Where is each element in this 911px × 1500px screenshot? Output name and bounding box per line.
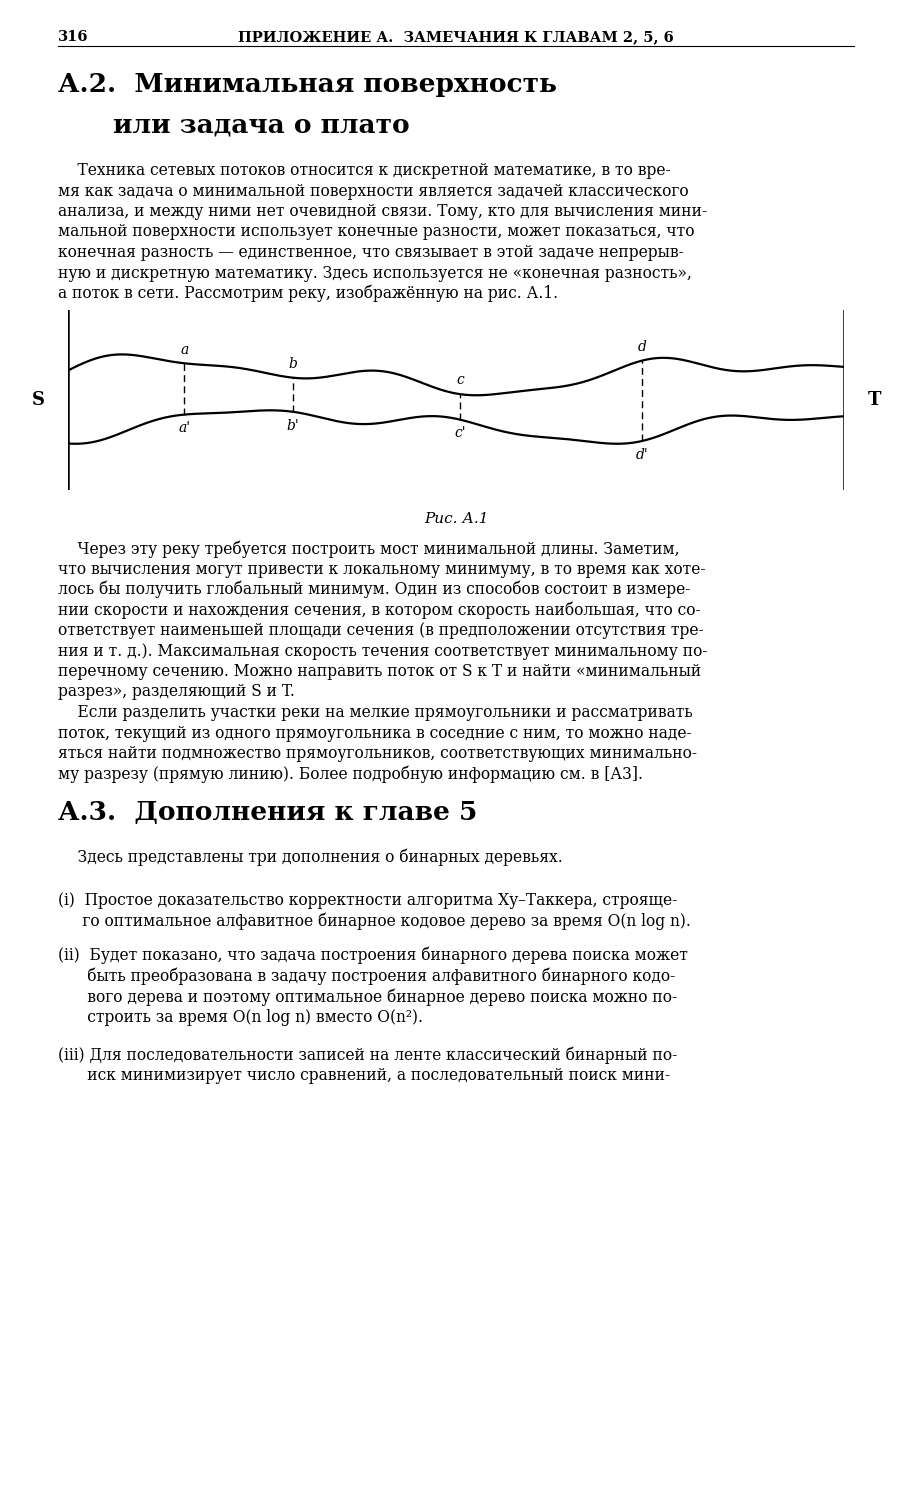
Text: А.3.  Дополнения к главе 5: А.3. Дополнения к главе 5	[58, 800, 476, 825]
Text: Здесь представлены три дополнения о бинарных деревьях.: Здесь представлены три дополнения о бина…	[58, 847, 562, 865]
Text: a: a	[180, 342, 189, 357]
Text: иск минимизирует число сравнений, а последовательный поиск мини-: иск минимизирует число сравнений, а посл…	[58, 1068, 670, 1084]
Text: конечная разность — единственное, что связывает в этой задаче непрерыв-: конечная разность — единственное, что св…	[58, 244, 683, 261]
Text: Через эту реку требуется построить мост минимальной длины. Заметим,: Через эту реку требуется построить мост …	[58, 540, 679, 558]
Text: го оптимальное алфавитное бинарное кодовое дерево за время O(n log n).: го оптимальное алфавитное бинарное кодов…	[58, 912, 691, 930]
Text: перечному сечению. Можно направить поток от S к T и найти «минимальный: перечному сечению. Можно направить поток…	[58, 663, 701, 680]
Text: анализа, и между ними нет очевидной связи. Тому, кто для вычисления мини-: анализа, и между ними нет очевидной связ…	[58, 202, 706, 220]
Text: ответствует наименьшей площади сечения (в предположении отсутствия тре-: ответствует наименьшей площади сечения (…	[58, 622, 703, 639]
Text: Техника сетевых потоков относится к дискретной математике, в то вре-: Техника сетевых потоков относится к диск…	[58, 162, 670, 178]
Text: строить за время O(n log n) вместо O(n²).: строить за время O(n log n) вместо O(n²)…	[58, 1008, 423, 1026]
Text: мальной поверхности использует конечные разности, может показаться, что: мальной поверхности использует конечные …	[58, 224, 694, 240]
Text: ния и т. д.). Максимальная скорость течения соответствует минимальному по-: ния и т. д.). Максимальная скорость тече…	[58, 642, 707, 660]
Text: яться найти подмножество прямоугольников, соответствующих минимально-: яться найти подмножество прямоугольников…	[58, 746, 696, 762]
Text: или задача о плато: или задача о плато	[113, 112, 409, 136]
Text: b': b'	[286, 419, 299, 432]
Text: T: T	[866, 392, 880, 410]
Text: разрез», разделяющий S и T.: разрез», разделяющий S и T.	[58, 684, 294, 700]
Text: c: c	[456, 374, 464, 387]
Text: (iii) Для последовательности записей на ленте классический бинарный по-: (iii) Для последовательности записей на …	[58, 1047, 677, 1065]
Text: (i)  Простое доказательство корректности алгоритма Ху–Таккера, строяще-: (i) Простое доказательство корректности …	[58, 892, 677, 909]
Text: быть преобразована в задачу построения алфавитного бинарного кодо-: быть преобразована в задачу построения а…	[58, 968, 674, 986]
Text: Рис. А.1: Рис. А.1	[424, 512, 487, 526]
Text: d: d	[637, 340, 646, 354]
Text: a': a'	[179, 422, 190, 435]
Text: му разрезу (прямую линию). Более подробную информацию см. в [А3].: му разрезу (прямую линию). Более подробн…	[58, 765, 642, 783]
Text: S: S	[32, 392, 45, 410]
Text: ную и дискретную математику. Здесь используется не «конечная разность»,: ную и дискретную математику. Здесь испол…	[58, 264, 691, 282]
Text: что вычисления могут привести к локальному минимуму, в то время как хоте-: что вычисления могут привести к локально…	[58, 561, 705, 578]
Text: b: b	[288, 357, 297, 370]
Text: Если разделить участки реки на мелкие прямоугольники и рассматривать: Если разделить участки реки на мелкие пр…	[58, 704, 692, 722]
Text: c': c'	[454, 426, 466, 441]
Text: лось бы получить глобальный минимум. Один из способов состоит в измере-: лось бы получить глобальный минимум. Оди…	[58, 580, 690, 598]
Text: поток, текущий из одного прямоугольника в соседние с ним, то можно наде-: поток, текущий из одного прямоугольника …	[58, 724, 691, 741]
Text: вого дерева и поэтому оптимальное бинарное дерево поиска можно по-: вого дерева и поэтому оптимальное бинарн…	[58, 988, 676, 1005]
Text: А.2.  Минимальная поверхность: А.2. Минимальная поверхность	[58, 72, 557, 98]
Text: d': d'	[635, 448, 648, 462]
Text: а поток в сети. Рассмотрим реку, изображённую на рис. А.1.: а поток в сети. Рассмотрим реку, изображ…	[58, 285, 558, 303]
Text: нии скорости и нахождения сечения, в котором скорость наибольшая, что со-: нии скорости и нахождения сечения, в кот…	[58, 602, 700, 619]
Text: мя как задача о минимальной поверхности является задачей классического: мя как задача о минимальной поверхности …	[58, 183, 688, 200]
Text: ПРИЛОЖЕНИЕ А.  ЗАМЕЧАНИЯ К ГЛАВАМ 2, 5, 6: ПРИЛОЖЕНИЕ А. ЗАМЕЧАНИЯ К ГЛАВАМ 2, 5, 6	[238, 30, 673, 44]
Text: 316: 316	[58, 30, 88, 44]
Text: (ii)  Будет показано, что задача построения бинарного дерева поиска может: (ii) Будет показано, что задача построен…	[58, 946, 687, 964]
